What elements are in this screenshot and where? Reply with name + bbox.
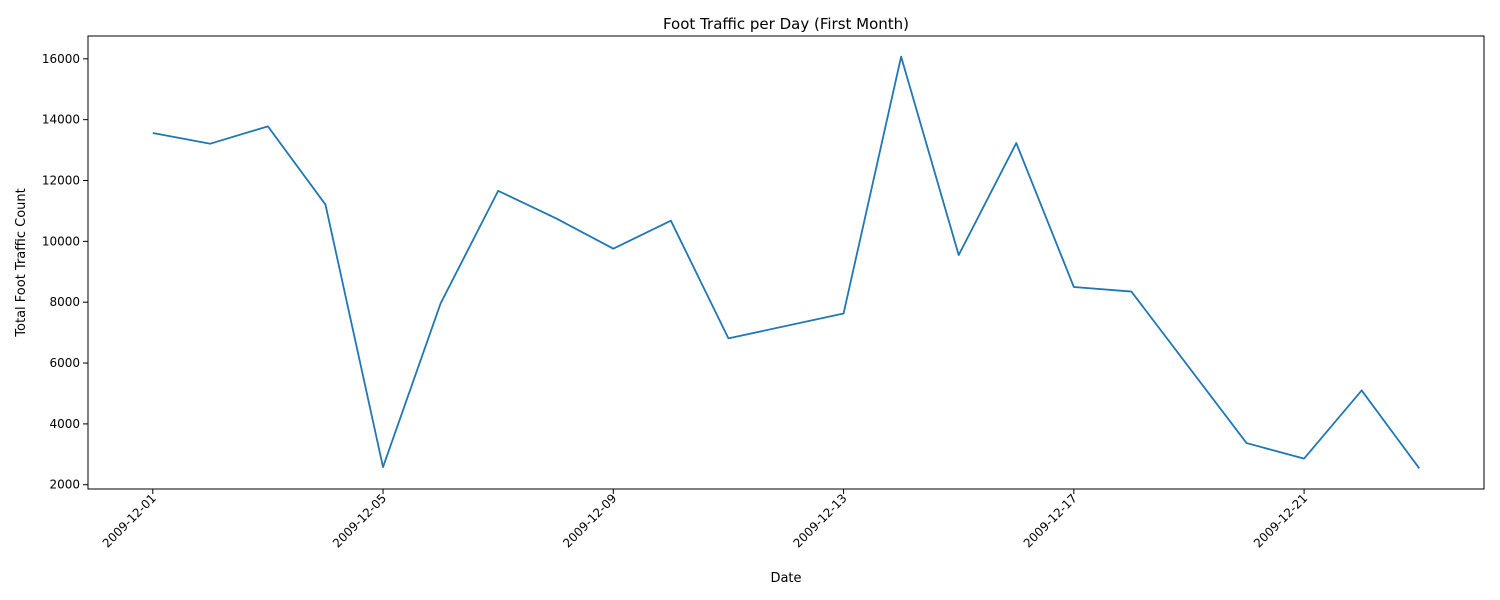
y-tick-label: 12000	[42, 174, 80, 188]
chart-title: Foot Traffic per Day (First Month)	[663, 15, 909, 33]
x-tick-label: 2009-12-09	[560, 491, 619, 550]
x-axis: 2009-12-01 2009-12-05 2009-12-09 2009-12-13…	[100, 489, 1310, 550]
y-tick-label: 16000	[42, 52, 80, 66]
y-tick-label: 2000	[49, 478, 80, 492]
x-tick-label: 2009-12-01	[100, 491, 159, 550]
y-tick-label: 4000	[49, 417, 80, 431]
x-axis-label: Date	[770, 571, 801, 586]
y-axis-label: Total Foot Traffic Count	[14, 188, 29, 337]
x-tick-label: 2009-12-21	[1251, 491, 1310, 550]
y-tick-label: 8000	[49, 295, 80, 309]
y-tick-label: 14000	[42, 113, 80, 127]
x-tick-label: 2009-12-05	[330, 491, 389, 550]
y-tick-label: 10000	[42, 234, 80, 248]
plot-area-frame	[87, 35, 1485, 490]
x-tick-label: 2009-12-17	[1021, 491, 1080, 550]
y-axis: 2000 4000 6000 8000 10000 12000 14000 16000	[42, 52, 88, 492]
x-tick-label: 2009-12-13	[790, 491, 849, 550]
y-tick-label: 6000	[49, 356, 80, 370]
foot-traffic-series-line	[152, 55, 1420, 469]
